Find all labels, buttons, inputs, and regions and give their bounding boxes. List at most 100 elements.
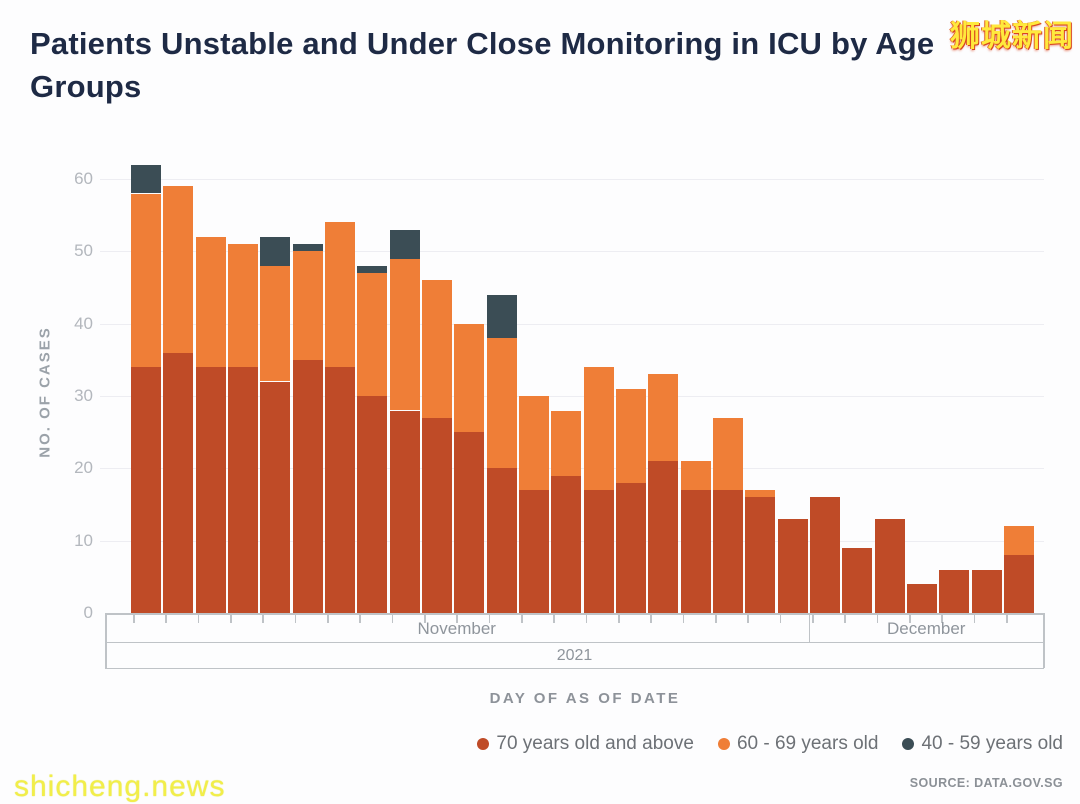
bar-1-segment-3 (131, 164, 161, 194)
x-axis-tick (359, 614, 361, 623)
bar-9-segment-2 (389, 258, 420, 411)
bar-3-segment-1 (195, 367, 226, 613)
x-axis-tick (327, 614, 329, 623)
bar-10-segment-1 (422, 417, 452, 613)
bar-28-segment-1 (1004, 555, 1034, 613)
year-band-bottom-line (105, 668, 1044, 669)
bar-7-segment-1 (325, 367, 355, 613)
axis-frame-right (1043, 613, 1045, 668)
bar-17-segment-2 (648, 374, 679, 462)
x-axis-tick (812, 614, 814, 623)
legend-label: 60 - 69 years old (736, 733, 879, 754)
chart-title: Patients Unstable and Under Close Monito… (30, 26, 935, 104)
bar-25-segment-1 (907, 584, 937, 613)
bar-19-segment-2 (713, 417, 743, 490)
bar-2-segment-2 (163, 186, 194, 353)
bar-21-segment-1 (777, 519, 808, 613)
bar-17-segment-1 (648, 461, 679, 613)
bar-4-segment-2 (228, 244, 258, 368)
bar-10-segment-2 (422, 280, 452, 418)
bar-16-segment-2 (616, 388, 646, 483)
gridline-40 (100, 323, 1044, 325)
x-axis-tick (424, 614, 426, 623)
x-axis-tick (715, 614, 717, 623)
x-axis-tick (585, 614, 588, 623)
x-axis-tick (294, 614, 297, 623)
gridline-50 (100, 251, 1044, 253)
x-axis-tick (391, 614, 394, 623)
bar-5-segment-2 (260, 265, 291, 382)
month-band-bottom-line (105, 642, 1044, 643)
legend-dot-icon (717, 738, 730, 750)
bar-14-segment-1 (551, 475, 582, 613)
bar-8-segment-1 (357, 396, 388, 613)
x-axis-tick (941, 614, 943, 623)
x-axis-tick (262, 614, 264, 623)
legend-label: 40 - 59 years old (921, 733, 1063, 754)
watermark-bottom-left: shicheng.news (14, 770, 226, 803)
x-axis-tick (650, 614, 652, 623)
x-axis-tick (747, 614, 749, 623)
bar-3-segment-2 (195, 236, 226, 368)
bar-13-segment-1 (519, 490, 549, 613)
legend: 70 years old and above 60 - 69 years old 4… (477, 733, 1063, 755)
bar-7-segment-2 (325, 222, 355, 368)
x-axis-title: DAY OF AS OF DATE (489, 690, 681, 707)
bar-18-segment-1 (680, 490, 711, 613)
x-axis-tick (682, 614, 685, 623)
legend-item-2: 60 - 69 years old (717, 733, 879, 755)
bar-23-segment-1 (842, 547, 873, 613)
month-label-november: November (417, 619, 496, 638)
bar-5-segment-3 (260, 236, 291, 266)
x-axis-tick (1006, 614, 1008, 623)
bar-14-segment-2 (551, 410, 582, 476)
x-axis-tick (133, 614, 135, 623)
bar-13-segment-2 (519, 396, 549, 490)
bar-11-segment-1 (454, 432, 485, 613)
x-axis-tick (521, 614, 523, 623)
bar-6-segment-3 (292, 244, 323, 252)
bar-20-segment-2 (745, 490, 776, 498)
bar-12-segment-1 (486, 468, 517, 613)
x-axis-tick (165, 614, 167, 623)
bar-6-segment-2 (292, 251, 323, 360)
bar-9-segment-1 (389, 410, 420, 613)
x-axis-tick (488, 614, 491, 623)
bar-11-segment-2 (454, 323, 485, 433)
bar-12-segment-2 (486, 338, 517, 469)
x-axis-tick (553, 614, 555, 623)
x-axis-tick (618, 614, 620, 623)
legend-label: 70 years old and above (496, 733, 694, 754)
y-tick-label-60: 60 (74, 169, 93, 188)
bar-22-segment-1 (810, 497, 840, 613)
x-axis-tick (909, 614, 911, 623)
x-axis-tick (456, 614, 458, 623)
bar-8-segment-3 (357, 265, 388, 273)
bar-9-segment-3 (389, 229, 420, 259)
gridline-60 (100, 179, 1044, 180)
x-axis-tick (876, 614, 879, 623)
legend-item-1: 70 years old and above (477, 733, 694, 755)
axis-frame-left (105, 613, 107, 668)
bar-4-segment-1 (228, 367, 258, 613)
legend-item-3: 40 - 59 years old (902, 733, 1063, 755)
watermark-top-right: 狮城新闻 (950, 20, 1074, 53)
bar-26-segment-1 (939, 569, 970, 613)
bar-28-segment-2 (1004, 526, 1034, 556)
bar-2-segment-1 (163, 352, 194, 613)
year-label: 2021 (556, 647, 593, 664)
gridline-30 (100, 396, 1044, 397)
y-tick-label-50: 50 (74, 241, 93, 261)
bar-15-segment-1 (583, 490, 614, 613)
bar-24-segment-1 (874, 519, 905, 613)
source-text: SOURCE: DATA.GOV.SG (909, 776, 1063, 790)
legend-dot-icon (477, 738, 490, 750)
bar-6-segment-1 (292, 359, 323, 613)
legend-dot-icon (902, 738, 915, 750)
bar-18-segment-2 (680, 461, 711, 490)
y-tick-label-20: 20 (74, 458, 93, 478)
y-tick-label-40: 40 (74, 313, 93, 333)
x-axis-tick (197, 614, 200, 623)
